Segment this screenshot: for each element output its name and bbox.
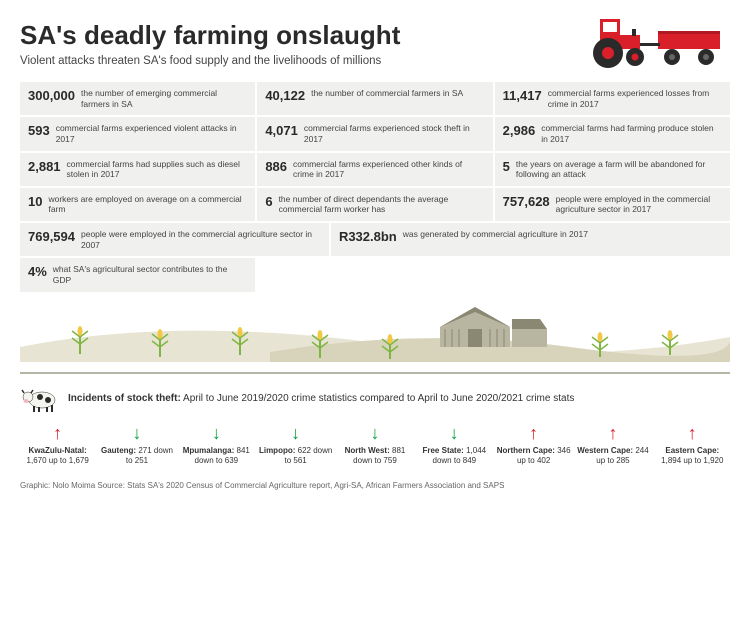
stat-number: 757,628: [503, 194, 550, 209]
stat-number: 769,594: [28, 229, 75, 244]
stock-theft-section: Incidents of stock theft: April to June …: [20, 386, 730, 466]
province-item: ↑ KwaZulu-Natal: 1,670 up to 1,679: [20, 424, 95, 466]
stats-grid: 300,000 the number of emerging commercial…: [20, 82, 730, 292]
province-name: Eastern Cape:: [665, 446, 719, 455]
stat-desc: was generated by commercial agriculture …: [403, 229, 588, 240]
arrow-up-icon: ↑: [688, 424, 697, 442]
stat-cell: R332.8bn was generated by commercial agri…: [331, 223, 730, 256]
stat-cell: 757,628 people were employed in the comme…: [495, 188, 730, 221]
stat-number: 2,986: [503, 123, 536, 138]
province-item: ↓Free State: 1,044 down to 849: [417, 424, 492, 466]
stat-desc: people were employed in the commercial a…: [556, 194, 722, 215]
province-name: KwaZulu-Natal:: [29, 446, 87, 455]
stat-cell: 10 workers are employed on average on a c…: [20, 188, 255, 221]
stat-cell: 769,594 people were employed in the comme…: [20, 223, 329, 256]
stat-desc: commercial farms experienced other kinds…: [293, 159, 485, 180]
province-stat: 1,670 up to 1,679: [27, 456, 89, 465]
stock-header: Incidents of stock theft: April to June …: [20, 386, 730, 412]
stats-row: 300,000 the number of emerging commercial…: [20, 82, 730, 115]
tractor-icon: [550, 15, 730, 75]
stat-number: 2,881: [28, 159, 61, 174]
province-item: ↑ Eastern Cape: 1,894 up to 1,920: [655, 424, 730, 466]
farm-illustration: [20, 297, 730, 362]
stats-row: 769,594 people were employed in the comme…: [20, 223, 730, 256]
stat-cell: 593 commercial farms experienced violent …: [20, 117, 255, 150]
province-name: Northern Cape:: [497, 446, 555, 455]
provinces-row: ↑ KwaZulu-Natal: 1,670 up to 1,679 ↓ Gaute…: [20, 424, 730, 466]
province-item: ↓Gauteng: 271 down to 251: [99, 424, 174, 466]
province-item: ↑Western Cape: 244 up to 285: [575, 424, 650, 466]
stat-cell: 2,881 commercial farms had supplies such …: [20, 153, 255, 186]
stat-number: 593: [28, 123, 50, 138]
stat-desc: commercial farms had supplies such as di…: [67, 159, 248, 180]
arrow-down-icon: ↓: [370, 424, 379, 442]
stat-desc: workers are employed on average on a com…: [48, 194, 247, 215]
stat-desc: people were employed in the commercial a…: [81, 229, 321, 250]
stat-cell: 300,000 the number of emerging commercial…: [20, 82, 255, 115]
stat-desc: commercial farms experienced violent att…: [56, 123, 248, 144]
stat-cell: 40,122 the number of commercial farmers i…: [257, 82, 492, 115]
province-name: North West:: [345, 446, 390, 455]
stat-number: 6: [265, 194, 272, 209]
stat-desc: the number of direct dependants the aver…: [279, 194, 485, 215]
stats-row: 4% what SA's agricultural sector contribu…: [20, 258, 730, 291]
stat-number: 300,000: [28, 88, 75, 103]
stat-number: 4%: [28, 264, 47, 279]
stat-desc: commercial farms experienced stock theft…: [304, 123, 485, 144]
arrow-up-icon: ↑: [53, 424, 62, 442]
province-name: Free State:: [422, 446, 463, 455]
stat-desc: the number of commercial farmers in SA: [311, 88, 463, 99]
province-item: ↓Mpumalanga: 841 down to 639: [179, 424, 254, 466]
province-item: ↓North West: 881 down to 759: [337, 424, 412, 466]
arrow-up-icon: ↑: [529, 424, 538, 442]
stats-row: 2,881 commercial farms had supplies such …: [20, 153, 730, 186]
stat-number: 4,071: [265, 123, 298, 138]
stat-desc: commercial farms experienced losses from…: [548, 88, 722, 109]
arrow-up-icon: ↑: [608, 424, 617, 442]
stat-desc: the years on average a farm will be aban…: [516, 159, 722, 180]
stat-desc: commercial farms had farming produce sto…: [541, 123, 722, 144]
province-name: Mpumalanga:: [183, 446, 235, 455]
section-divider: [20, 372, 730, 374]
stat-cell: 11,417 commercial farms experienced losse…: [495, 82, 730, 115]
arrow-down-icon: ↓: [212, 424, 221, 442]
arrow-down-icon: ↓: [291, 424, 300, 442]
province-item: ↓Limpopo: 622 down to 561: [258, 424, 333, 466]
province-item: ↑Northern Cape: 346 up to 402: [496, 424, 571, 466]
stat-cell: 886 commercial farms experienced other ki…: [257, 153, 492, 186]
header: SA's deadly farming onslaught Violent at…: [20, 20, 730, 67]
stat-cell: 6 the number of direct dependants the ave…: [257, 188, 492, 221]
stat-cell: 4,071 commercial farms experienced stock …: [257, 117, 492, 150]
stat-number: 40,122: [265, 88, 305, 103]
stat-number: 11,417: [503, 88, 542, 103]
stock-title: Incidents of stock theft: April to June …: [68, 393, 574, 404]
stat-number: R332.8bn: [339, 229, 397, 244]
province-name: Western Cape:: [577, 446, 633, 455]
stat-number: 5: [503, 159, 510, 174]
infographic-container: SA's deadly farming onslaught Violent at…: [0, 0, 750, 500]
cow-icon: [20, 386, 60, 412]
stat-number: 886: [265, 159, 287, 174]
stat-number: 10: [28, 194, 42, 209]
credit-line: Graphic: Nolo Moima Source: Stats SA's 2…: [20, 481, 730, 490]
stat-desc: the number of emerging commercial farmer…: [81, 88, 247, 109]
arrow-down-icon: ↓: [450, 424, 459, 442]
stat-cell: 5 the years on average a farm will be aba…: [495, 153, 730, 186]
stats-row: 10 workers are employed on average on a c…: [20, 188, 730, 221]
stat-cell: 2,986 commercial farms had farming produc…: [495, 117, 730, 150]
province-name: Limpopo:: [259, 446, 295, 455]
arrow-down-icon: ↓: [132, 424, 141, 442]
stat-cell: 4% what SA's agricultural sector contribu…: [20, 258, 255, 291]
stats-row: 593 commercial farms experienced violent …: [20, 117, 730, 150]
province-stat: 1,894 up to 1,920: [661, 456, 723, 465]
stat-desc: what SA's agricultural sector contribute…: [53, 264, 247, 285]
province-name: Gauteng:: [101, 446, 136, 455]
